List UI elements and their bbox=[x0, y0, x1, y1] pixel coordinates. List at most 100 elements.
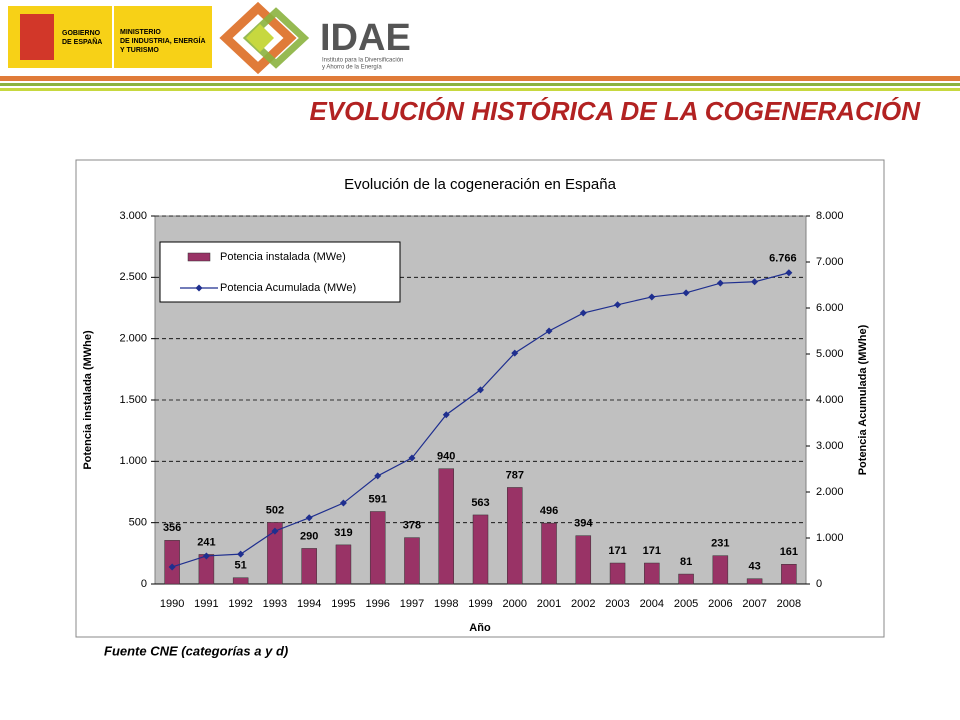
legend-label: Potencia instalada (MWe) bbox=[220, 251, 346, 263]
bar-label: 563 bbox=[471, 497, 489, 509]
y2-tick-label: 7.000 bbox=[816, 256, 844, 268]
bar-label: 51 bbox=[235, 560, 247, 572]
y-axis-label: Potencia instalada (MWhe) bbox=[82, 330, 94, 470]
ministry-text: MINISTERIO bbox=[120, 29, 161, 36]
x-tick-label: 2004 bbox=[640, 598, 664, 610]
gov-text: GOBIERNO bbox=[62, 30, 101, 37]
bar bbox=[438, 468, 454, 585]
line-marker bbox=[271, 527, 279, 535]
line-marker bbox=[579, 309, 587, 317]
line-marker bbox=[648, 293, 656, 301]
line-marker bbox=[237, 550, 245, 558]
bar-label: 171 bbox=[643, 545, 661, 557]
bar bbox=[335, 544, 352, 585]
bar bbox=[369, 511, 386, 585]
bar bbox=[472, 514, 489, 585]
stripe bbox=[0, 76, 960, 81]
legend-swatch bbox=[195, 284, 203, 292]
line-marker bbox=[716, 279, 724, 287]
ministry-text: Y TURISMO bbox=[120, 47, 159, 54]
x-tick-label: 2003 bbox=[605, 598, 629, 610]
bar bbox=[541, 522, 557, 585]
line-marker bbox=[202, 552, 210, 560]
y2-tick-label: 0 bbox=[816, 578, 822, 590]
bar-label: 787 bbox=[506, 469, 524, 481]
y2-tick-label: 1.000 bbox=[816, 532, 844, 544]
y-tick-label: 3.000 bbox=[119, 210, 147, 222]
bar bbox=[575, 535, 592, 585]
y2-tick-label: 5.000 bbox=[816, 348, 844, 360]
bar-label: 290 bbox=[300, 530, 318, 542]
y2-tick-label: 3.000 bbox=[816, 440, 844, 452]
line-marker bbox=[442, 411, 450, 419]
bar bbox=[301, 548, 317, 585]
idae-sub: Instituto para la Diversificación bbox=[322, 58, 403, 64]
y2-tick-label: 2.000 bbox=[816, 486, 844, 498]
bar-label: 502 bbox=[266, 504, 284, 516]
bar-label: 591 bbox=[369, 493, 387, 505]
gov-text: DE ESPAÑA bbox=[62, 37, 102, 46]
legend bbox=[159, 241, 401, 303]
line-marker bbox=[751, 278, 759, 286]
y-tick-label: 1.000 bbox=[119, 455, 147, 467]
x-tick-label: 1992 bbox=[228, 598, 252, 610]
x-tick-label: 2007 bbox=[742, 598, 766, 610]
bar-label: 231 bbox=[711, 538, 729, 550]
bar-label: 319 bbox=[334, 527, 352, 539]
x-axis-label: Año bbox=[469, 622, 491, 634]
x-tick-label: 1990 bbox=[160, 598, 184, 610]
line-marker bbox=[614, 301, 622, 309]
bar bbox=[678, 573, 694, 585]
y-tick-label: 2.000 bbox=[119, 333, 147, 345]
bar bbox=[232, 577, 249, 585]
y2-axis-label: Potencia Acumulada (MWhe) bbox=[857, 324, 869, 475]
bar-label: 241 bbox=[197, 536, 215, 548]
bar-label: 940 bbox=[437, 451, 455, 463]
bar bbox=[404, 537, 420, 585]
line-marker bbox=[168, 563, 176, 571]
bar bbox=[644, 562, 660, 585]
chart-title: Evolución de la cogeneración en España bbox=[344, 176, 617, 193]
bar-label: 496 bbox=[540, 505, 558, 517]
idae-sub: y Ahorro de la Energía bbox=[322, 65, 382, 71]
bar bbox=[781, 564, 797, 585]
line-marker bbox=[511, 349, 519, 357]
bar bbox=[712, 555, 729, 585]
x-tick-label: 2005 bbox=[674, 598, 698, 610]
x-tick-label: 1996 bbox=[365, 598, 389, 610]
y2-tick-label: 8.000 bbox=[816, 210, 844, 222]
bar bbox=[267, 522, 283, 585]
line-marker bbox=[545, 327, 553, 335]
x-tick-label: 2006 bbox=[708, 598, 732, 610]
stripe bbox=[0, 83, 960, 86]
slide-title: EVOLUCIÓN HISTÓRICA DE LA COGENERACIÓN bbox=[309, 96, 921, 126]
line-marker bbox=[339, 499, 347, 507]
y-tick-label: 0 bbox=[141, 578, 147, 590]
bar-label: 356 bbox=[163, 522, 181, 534]
bar-label: 43 bbox=[748, 561, 760, 573]
x-tick-label: 1993 bbox=[263, 598, 287, 610]
x-tick-label: 2001 bbox=[537, 598, 561, 610]
line-marker bbox=[408, 454, 416, 462]
x-tick-label: 1994 bbox=[297, 598, 321, 610]
bar bbox=[164, 540, 180, 585]
x-tick-label: 2008 bbox=[777, 598, 801, 610]
legend-label: Potencia Acumulada (MWe) bbox=[220, 282, 356, 294]
bar bbox=[746, 578, 763, 585]
line-label: 6.766 bbox=[769, 253, 797, 265]
y-tick-label: 1.500 bbox=[119, 394, 147, 406]
x-tick-label: 1997 bbox=[400, 598, 424, 610]
stripe bbox=[0, 88, 960, 91]
x-tick-label: 1998 bbox=[434, 598, 458, 610]
bar-label: 378 bbox=[403, 520, 421, 532]
y2-tick-label: 4.000 bbox=[816, 394, 844, 406]
bar bbox=[507, 487, 523, 585]
line-marker bbox=[785, 269, 793, 277]
bar-label: 161 bbox=[780, 546, 798, 558]
y-tick-label: 500 bbox=[129, 517, 147, 529]
idae-mark bbox=[219, 1, 310, 75]
x-tick-label: 2002 bbox=[571, 598, 595, 610]
x-tick-label: 2000 bbox=[503, 598, 527, 610]
x-tick-label: 1991 bbox=[194, 598, 218, 610]
line-marker bbox=[305, 514, 313, 522]
